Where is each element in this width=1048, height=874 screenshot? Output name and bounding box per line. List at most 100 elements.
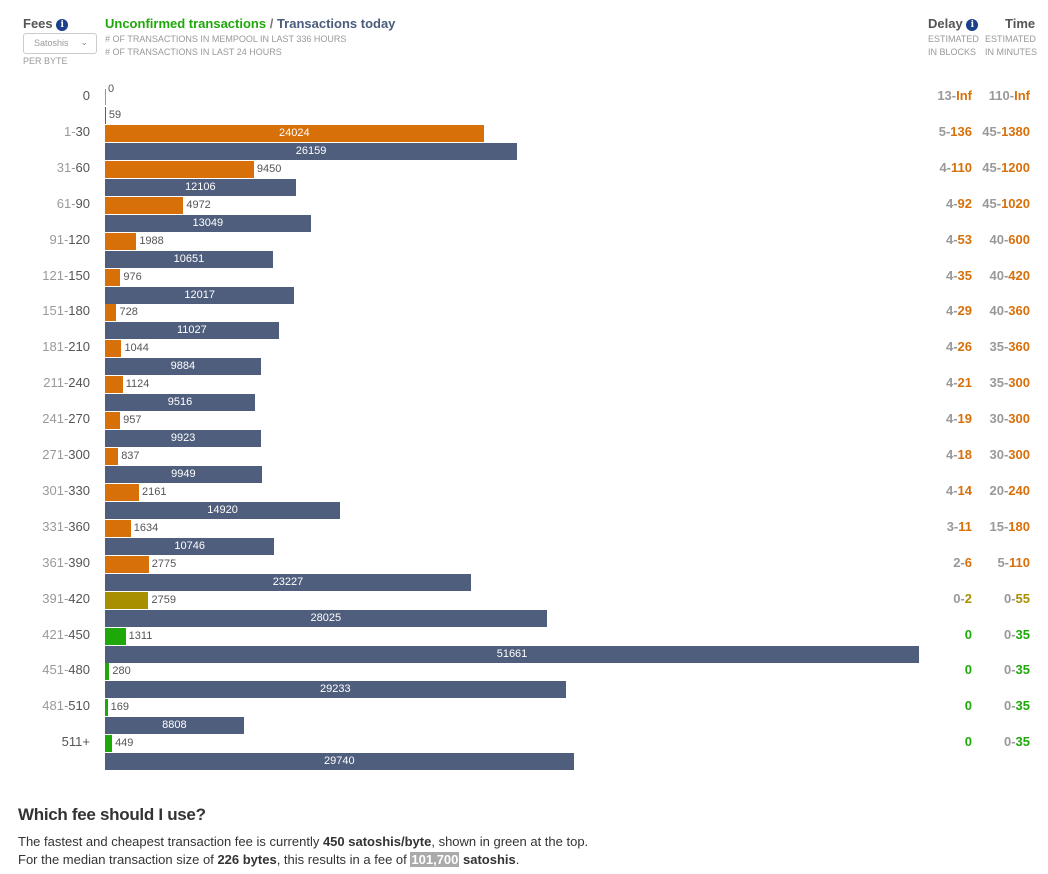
- delay-value: 4-110: [900, 160, 972, 175]
- delay-low: 0-: [953, 590, 965, 606]
- fee-range-high: 450: [68, 626, 90, 642]
- delay-high: 26: [957, 339, 972, 355]
- data-label-unconfirmed: 1311: [128, 629, 153, 642]
- delay-value: 4-53: [900, 232, 972, 247]
- delay-high: 14: [957, 482, 972, 498]
- fee-range-high: 210: [68, 339, 90, 355]
- data-label-today: 10746: [174, 539, 205, 552]
- fee-range-label: 61-90: [0, 196, 90, 211]
- data-label-unconfirmed: 957: [123, 414, 142, 427]
- data-label-today: 59: [108, 109, 122, 121]
- delay-low: 3-: [946, 518, 959, 534]
- bar-unconfirmed: [105, 124, 484, 142]
- fee-range-low: 211-: [43, 375, 69, 391]
- time-value: 40-360: [960, 303, 1031, 319]
- delay-high: 0: [964, 626, 972, 642]
- delay-high: 35: [957, 267, 972, 283]
- data-label-unconfirmed: 169: [110, 701, 130, 714]
- time-high: 420: [1008, 267, 1030, 283]
- delay-high: Inf: [956, 88, 972, 103]
- time-high: 600: [1008, 231, 1030, 247]
- fee-range-label: 121-150: [0, 268, 90, 283]
- bar-unconfirmed: [105, 483, 140, 501]
- data-label-unconfirmed: 449: [115, 737, 134, 750]
- data-label-today: 12017: [184, 288, 215, 301]
- time-high: Inf: [1014, 88, 1030, 103]
- fee-range-low: 151-: [42, 303, 69, 319]
- delay-low: 5-: [938, 123, 951, 139]
- fee-range-label: 271-300: [0, 447, 90, 462]
- delay-low: 4-: [945, 375, 958, 391]
- delay-high: 0: [964, 662, 972, 678]
- bar-today: [105, 466, 262, 483]
- time-value: 35-300: [960, 375, 1031, 391]
- fee-range-label: 211-240: [0, 375, 90, 390]
- bar-unconfirmed: [105, 412, 121, 430]
- delay-sub2: IN BLOCKS: [928, 47, 977, 57]
- fee-range-low: 421-: [42, 626, 69, 642]
- bar-today: [105, 501, 341, 519]
- data-label-today: 10651: [173, 252, 205, 265]
- fee-range-high: 360: [68, 518, 90, 534]
- time-low: 35-: [989, 339, 1009, 355]
- delay-value: 5-136: [900, 124, 972, 139]
- info-icon[interactable]: i: [56, 19, 69, 31]
- fee-range-label: 421-450: [0, 627, 90, 642]
- zero-axis: [105, 89, 106, 105]
- data-label-unconfirmed: 2161: [142, 485, 167, 498]
- data-label-today: 11027: [176, 324, 207, 337]
- delay-value: 0: [900, 627, 972, 642]
- fee-range-low: 361-: [42, 554, 69, 570]
- fee-range-low: 451-: [42, 662, 69, 678]
- data-label-today: 13049: [192, 216, 224, 229]
- fee-range-low: 61-: [56, 195, 76, 211]
- time-high: 35: [1015, 698, 1030, 714]
- time-value: 45-1380: [960, 124, 1030, 139]
- data-label-unconfirmed: 24024: [278, 126, 310, 139]
- bar-today: [105, 142, 518, 160]
- bar-unconfirmed: [105, 160, 254, 178]
- time-value: 0-55: [960, 591, 1030, 606]
- delay-value: 13-Inf: [900, 88, 972, 103]
- fees-header: Fees i: [23, 16, 69, 31]
- fee-range-low: 331-: [42, 518, 69, 534]
- time-high: 300: [1008, 375, 1030, 391]
- delay-low: 2-: [953, 554, 965, 570]
- time-low: 45-: [982, 195, 1002, 211]
- time-low: 40-: [989, 303, 1009, 319]
- unit-select[interactable]: Satoshis ⌄: [23, 33, 97, 54]
- data-label-unconfirmed: 728: [119, 306, 138, 319]
- fee-range-label: 151-180: [0, 303, 90, 318]
- time-high: 360: [1008, 339, 1030, 355]
- fee-range-label: 31-60: [0, 160, 90, 175]
- fee-range-high: 480: [68, 662, 90, 678]
- info-icon[interactable]: i: [966, 19, 979, 31]
- time-value: 0-35: [960, 627, 1030, 642]
- chevron-down-icon: ⌄: [80, 37, 88, 47]
- time-sub2: IN MINUTES: [985, 47, 1038, 57]
- data-label-today: 29233: [320, 683, 351, 696]
- delay-low: 4-: [945, 195, 958, 211]
- time-low: 15-: [989, 518, 1009, 534]
- time-value: 30-300: [960, 447, 1031, 462]
- delay-low: 4-: [939, 159, 952, 175]
- delay-value: 0: [900, 698, 972, 713]
- fee-range-low: 391-: [42, 590, 69, 606]
- time-high: 35: [1015, 626, 1030, 642]
- fee-range-label: 241-270: [0, 411, 90, 426]
- delay-value: 2-6: [900, 555, 972, 570]
- fee-range-high: 510: [68, 698, 90, 714]
- time-high: 35: [1015, 734, 1030, 750]
- time-low: 40-: [989, 267, 1009, 283]
- fee-range-label: 481-510: [0, 698, 90, 713]
- time-low: 45-: [982, 159, 1002, 175]
- recommendation-line-1: The fastest and cheapest transaction fee…: [18, 834, 589, 849]
- time-low: 40-: [989, 231, 1009, 247]
- bar-today: [105, 250, 273, 268]
- bar-today: [105, 358, 261, 376]
- delay-low: 4-: [945, 339, 958, 355]
- bar-today: [105, 286, 295, 304]
- bar-today: [105, 609, 547, 627]
- delay-value: 3-11: [900, 519, 972, 534]
- delay-high: 92: [957, 195, 972, 211]
